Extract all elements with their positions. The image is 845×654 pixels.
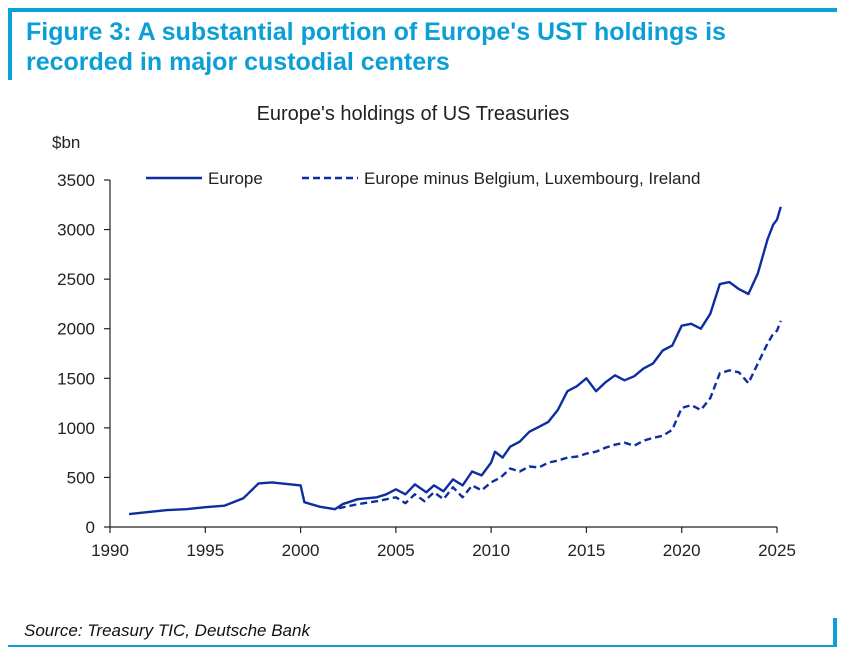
x-tick-label: 2025 [758, 541, 796, 560]
x-tick-label: 1995 [186, 541, 224, 560]
y-tick-label: 0 [86, 518, 95, 537]
series-line-1 [338, 320, 782, 510]
footer-accent-bar [833, 618, 837, 647]
y-tick-label: 1500 [57, 369, 95, 388]
source-note: Source: Treasury TIC, Deutsche Bank [24, 621, 310, 640]
series-layer [128, 206, 782, 516]
y-tick-label: 2000 [57, 320, 95, 339]
legend-label-1: Europe minus Belgium, Luxembourg, Irelan… [364, 169, 700, 188]
header-accent-bar [8, 12, 12, 80]
footer-accent-rule [8, 645, 837, 647]
series-line-0 [128, 206, 782, 516]
legend-label-0: Europe [208, 169, 263, 188]
figure-title: Figure 3: A substantial portion of Europ… [26, 18, 726, 76]
x-tick-label: 2010 [472, 541, 510, 560]
x-tick-label: 2005 [377, 541, 415, 560]
header-accent-rule [8, 8, 837, 12]
legend: Europe Europe minus Belgium, Luxembourg, … [146, 169, 700, 188]
x-tick-label: 2015 [568, 541, 606, 560]
x-tick-label: 2020 [663, 541, 701, 560]
y-axis-unit-label: $bn [52, 133, 80, 152]
y-tick-label: 1000 [57, 419, 95, 438]
y-tick-label: 2500 [57, 270, 95, 289]
y-tick-label: 3500 [57, 171, 95, 190]
axes: 0 500 1000 1500 2000 2500 3000 3500 1990 1995 2000… [57, 171, 796, 560]
x-tick-label: 2000 [282, 541, 320, 560]
y-tick-label: 500 [67, 468, 95, 487]
y-tick-label: 3000 [57, 221, 95, 240]
chart-title: Europe's holdings of US Treasuries [257, 103, 570, 125]
x-tick-label: 1990 [91, 541, 129, 560]
